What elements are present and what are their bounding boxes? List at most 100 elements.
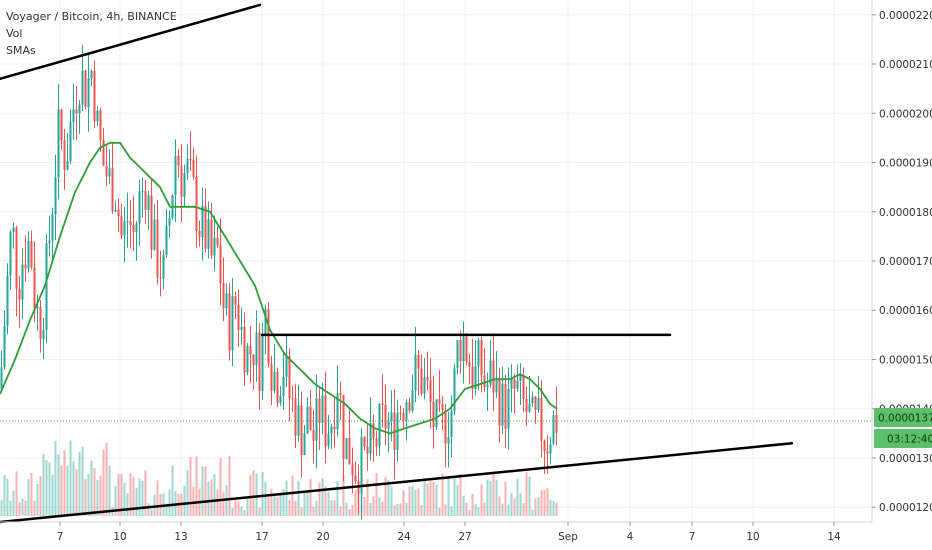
volume-bar [3, 474, 6, 516]
candle-down [75, 109, 78, 114]
volume-bar [96, 479, 99, 516]
candle-down [441, 404, 444, 411]
last-price-label: 0.00001375 [878, 413, 932, 425]
candle-up [135, 223, 138, 233]
candle-down [195, 177, 198, 231]
candle-up [51, 214, 54, 241]
volume-bar [114, 485, 117, 516]
volume-bar [465, 502, 468, 516]
candle-up [165, 225, 168, 256]
time-tick-label: 17 [255, 531, 268, 543]
candle-down [39, 306, 42, 340]
time-tick-label: 4 [627, 531, 634, 543]
candle-down [30, 240, 33, 268]
volume-bar [291, 475, 294, 516]
candle-up [27, 240, 30, 269]
time-tick-label: 14 [827, 531, 841, 543]
volume-bar [552, 501, 555, 516]
volume-bar [246, 497, 249, 516]
candle-down [375, 438, 378, 447]
candle-down [276, 371, 279, 404]
candle-down [366, 446, 369, 454]
candle-up [81, 70, 84, 105]
volume-bar [156, 480, 159, 516]
candle-down [480, 340, 483, 376]
candle-down [543, 440, 546, 452]
candle-up [225, 293, 228, 309]
volume-bar [117, 473, 120, 516]
candle-down [15, 227, 18, 289]
candle-down [339, 393, 342, 396]
volume-bar [453, 477, 456, 516]
volume-bar [147, 503, 150, 516]
candle-down [513, 379, 516, 389]
volume-bar [459, 473, 462, 516]
candle-up [48, 240, 51, 244]
volume-bar [243, 509, 246, 516]
sma-indicator-label[interactable]: SMAs [6, 44, 36, 57]
volume-bar [75, 469, 78, 516]
last-price-tag [874, 408, 932, 427]
candle-up [306, 406, 309, 434]
volume-bar [54, 441, 57, 516]
candle-up [495, 378, 498, 393]
volume-bar [18, 502, 21, 516]
candle-up [168, 217, 171, 226]
candle-up [297, 405, 300, 436]
candle-down [117, 209, 120, 217]
candle-down [348, 438, 351, 465]
candle-up [207, 219, 210, 249]
candle-down [432, 401, 435, 428]
candle-up [174, 155, 177, 196]
time-tick-label: 24 [397, 531, 411, 543]
volume-bar [324, 486, 327, 516]
volume-bar [435, 484, 438, 516]
volume-bar [498, 496, 501, 516]
trendline-rising-support[interactable] [0, 441, 794, 524]
volume-bar [45, 460, 48, 516]
candle-up [336, 393, 339, 430]
volume-bar [273, 495, 276, 516]
volume-bar [525, 472, 528, 516]
price-axis-background [872, 0, 932, 550]
chart-legend: Voyager / Bitcoin, 4h, BINANCE Vol SMAs [6, 8, 177, 59]
volume-bar [186, 469, 189, 516]
volume-bar [354, 490, 357, 516]
candle-up [474, 366, 477, 390]
trendline-upper-resistance[interactable] [0, 3, 262, 81]
sma-line [0, 141, 558, 435]
price-tick-label: 0.00001700 [879, 256, 932, 268]
time-axis[interactable]: 7 10 13 17 20 24 27 Sep 4 7 10 14 [57, 522, 841, 543]
volume-bar [309, 478, 312, 516]
volume-bar [135, 487, 138, 516]
candle-down [522, 375, 525, 400]
volume-bar [534, 498, 537, 516]
candle-up [246, 345, 249, 373]
candle-up [510, 379, 513, 389]
volume-bars [0, 440, 558, 516]
volume-bar [15, 471, 18, 516]
trendlines[interactable] [0, 3, 794, 524]
candle-up [261, 334, 264, 392]
candle-down [312, 430, 315, 441]
volume-bar [66, 465, 69, 516]
volume-bar [264, 481, 267, 516]
volume-bar [555, 502, 558, 516]
candlesticks [0, 44, 558, 520]
candle-up [447, 436, 450, 444]
volume-bar [411, 485, 414, 516]
volume-bar [0, 500, 3, 516]
candle-up [315, 398, 318, 441]
candle-down [102, 139, 105, 166]
volume-bar [279, 493, 282, 516]
volume-bar [306, 490, 309, 516]
countdown-tag [874, 429, 932, 448]
vol-indicator-label[interactable]: Vol [6, 27, 23, 40]
price-tick-label: 0.00001900 [879, 158, 932, 170]
volume-bar [429, 481, 432, 516]
volume-bar [549, 499, 552, 516]
volume-bar [363, 496, 366, 516]
volume-bar [201, 466, 204, 516]
symbol-title[interactable]: Voyager / Bitcoin, 4h, BINANCE [6, 10, 177, 23]
